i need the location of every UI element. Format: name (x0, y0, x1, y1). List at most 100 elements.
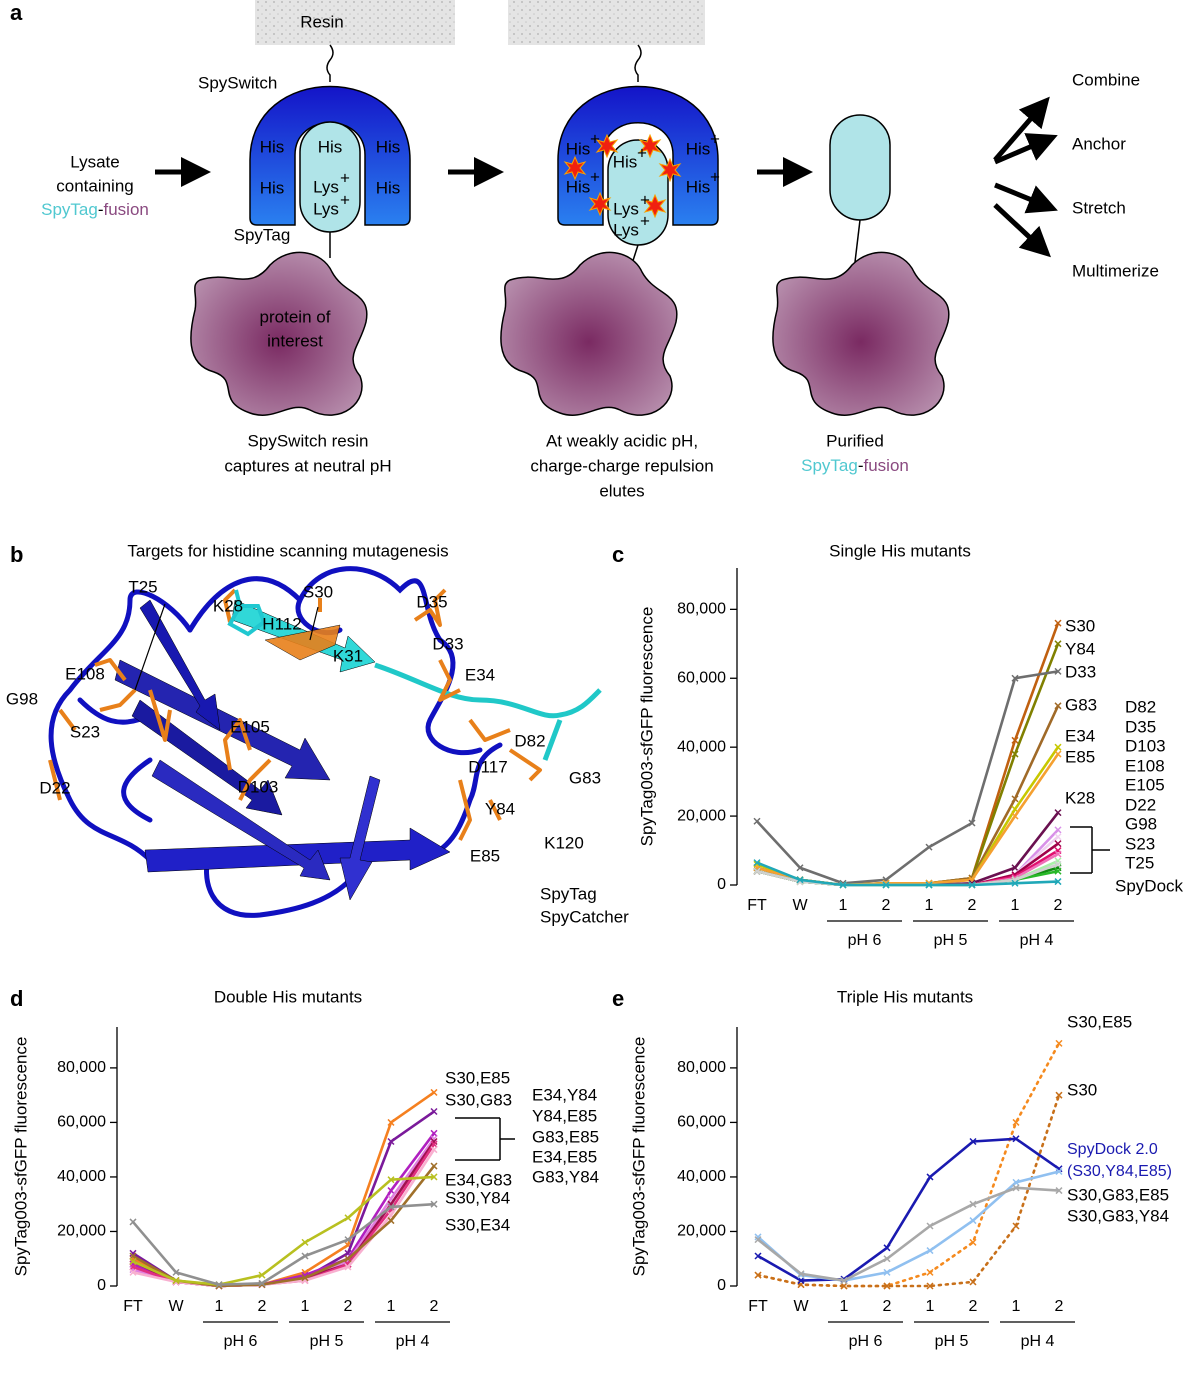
group-label: pH 5 (934, 932, 968, 949)
series-label: D82 (1125, 697, 1156, 716)
text-part: - (98, 200, 104, 219)
data-point (387, 1176, 395, 1184)
data-point (1011, 736, 1019, 744)
charge: + (590, 129, 600, 148)
his-label: His (686, 139, 711, 158)
data-point (969, 1137, 977, 1146)
data-point (926, 1268, 934, 1276)
data-point (430, 1135, 438, 1143)
series-label: S30,G83,Y84 (1067, 1206, 1169, 1225)
panel-b-structure (48, 566, 503, 918)
residue-label: K120 (544, 833, 584, 852)
residue-label: S30 (303, 582, 333, 601)
x-tick-label: 1 (301, 1298, 310, 1315)
x-tick-label: 1 (1012, 1298, 1021, 1315)
x-tick-label: FT (748, 1298, 768, 1315)
data-point (883, 1268, 891, 1276)
pointer-lines (134, 603, 319, 691)
data-point (968, 819, 976, 827)
data-point (387, 1118, 395, 1126)
legend-label: SpyCatcher (540, 907, 629, 926)
residue-label: D82 (514, 731, 545, 750)
panel-b-sheets (114, 599, 602, 901)
series-label-box: SpyDock 2.0 (S30,Y84,E85) (1067, 1141, 1172, 1180)
series-line (757, 1137, 1060, 1282)
series-line (132, 1175, 435, 1286)
series-line (756, 1042, 1061, 1288)
series-label: D22 (1125, 795, 1156, 814)
his-label: His (566, 177, 591, 196)
data-point (1011, 750, 1019, 758)
data-point (344, 1255, 352, 1263)
linker (854, 219, 861, 263)
data-point (1054, 878, 1062, 886)
panel-label: b (10, 542, 23, 567)
data-point (1054, 667, 1062, 675)
data-point (753, 859, 761, 867)
spytag-fusion-text: SpyTag-fusion (41, 200, 149, 219)
resin-label: Resin (584, 12, 627, 31)
data-point (796, 876, 804, 884)
data-point (1011, 795, 1019, 803)
data-point (883, 1244, 891, 1252)
series-label: G83 (1065, 695, 1097, 714)
group-label: pH 4 (396, 1333, 430, 1350)
data-point (430, 1140, 438, 1148)
y-tick-label: 40,000 (57, 1168, 106, 1185)
y-tick-label: 20,000 (677, 1223, 726, 1240)
data-point (1054, 640, 1062, 648)
x-tick-label: W (792, 897, 808, 914)
outcome-label: Anchor (1072, 134, 1126, 153)
data-point (430, 1088, 438, 1096)
x-tick-label: W (168, 1298, 184, 1315)
group-label: pH 6 (848, 932, 882, 949)
series-label: E34,E85 (532, 1147, 597, 1166)
his-label: His (260, 137, 285, 156)
panel-a-drawing (155, 0, 1058, 416)
data-point (926, 1247, 934, 1255)
lys-label: Lys (313, 177, 339, 196)
data-point (258, 1279, 266, 1287)
text-part: fusion (864, 456, 909, 475)
residue-label: E34 (465, 665, 495, 684)
caption: elutes (599, 481, 644, 500)
x-tick-label: 1 (840, 1298, 849, 1315)
data-point (754, 1236, 762, 1244)
lys-label: Lys (313, 199, 339, 218)
series-label: E85 (1065, 747, 1095, 766)
series-line (132, 1143, 436, 1288)
data-point (387, 1217, 395, 1225)
series-label: S30,E34 (445, 1215, 510, 1234)
flow-arrows (155, 96, 1058, 258)
his-label: His (686, 177, 711, 196)
spyswitch-label: SpySwitch (198, 73, 277, 92)
series-label: S30,G83,E85 (1067, 1185, 1169, 1204)
residue-label: S23 (70, 722, 100, 741)
data-point (840, 1282, 848, 1290)
panel-title: Targets for histidine scanning mutagenes… (127, 541, 448, 560)
series-label: S30,E85 (445, 1068, 510, 1087)
y-tick-label: 40,000 (677, 1168, 726, 1185)
data-point (129, 1268, 137, 1276)
data-point (430, 1107, 438, 1116)
data-point (753, 867, 761, 875)
panel-label: d (10, 986, 23, 1011)
data-point (129, 1263, 137, 1271)
series-line (756, 861, 1059, 887)
y-tick-label: 60,000 (677, 669, 726, 686)
residue-label: H112 (262, 614, 301, 633)
text-part: SpyTag (801, 456, 858, 475)
residue-label: Y84 (485, 799, 515, 818)
charge: + (640, 211, 650, 230)
resin-label: Resin (300, 12, 343, 31)
series-label: D35 (1125, 717, 1156, 736)
data-point (430, 1146, 438, 1154)
data-point (1055, 1091, 1063, 1099)
data-point (754, 1271, 762, 1279)
residue-label: G98 (6, 689, 38, 708)
data-point (1054, 809, 1062, 817)
y-axis-title: SpyTag003-sfGFP fluorescence (629, 1037, 648, 1277)
series-label: Y84,E85 (532, 1106, 597, 1125)
data-point (754, 1233, 762, 1241)
data-point (1054, 840, 1062, 848)
